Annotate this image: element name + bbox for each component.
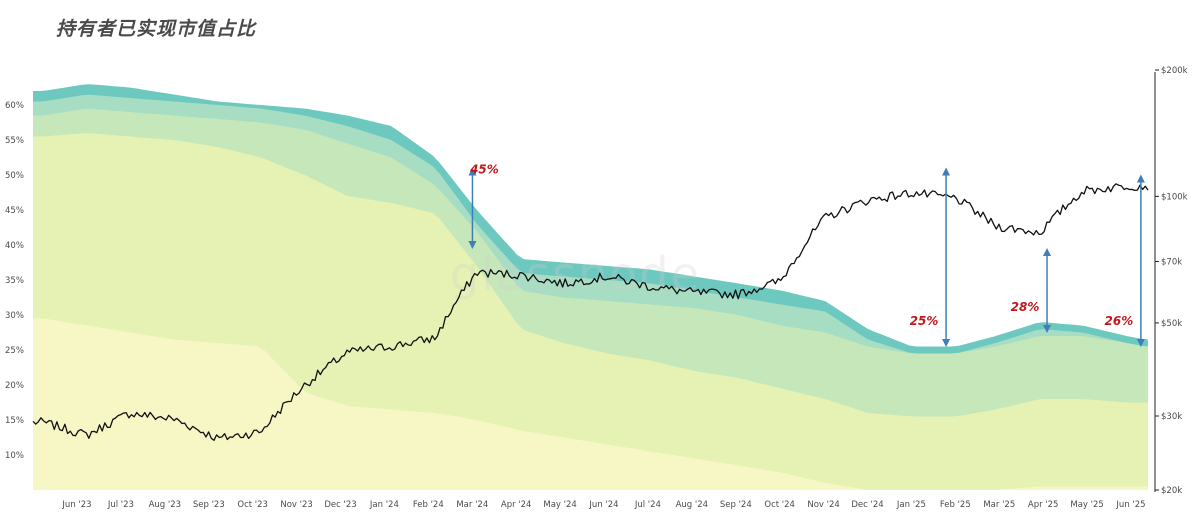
y-right-tick-label: $30k [1161, 412, 1182, 422]
x-tick-label: Aug '24 [676, 500, 708, 510]
y-left-tick-label: 10% [5, 451, 24, 461]
y-left-tick-label: 25% [5, 346, 24, 356]
y-right-tick-label: $50k [1161, 319, 1182, 329]
y-right-tick-label: $70k [1161, 258, 1182, 268]
x-tick-label: Dec '23 [324, 500, 356, 510]
x-tick-label: Oct '23 [237, 500, 268, 510]
y-left-tick-label: 35% [5, 276, 24, 286]
y-left-tick-label: 30% [5, 311, 24, 321]
annotation-label-2: 28% [1011, 300, 1040, 314]
x-axis: Jun '23 Jul '23 Aug '23 Sep '23 Oct '23 Nov '… [61, 500, 1145, 510]
annotations-group: 45% 25% 28% 26% [468, 163, 1145, 347]
area-band-1 [33, 318, 1148, 490]
y-axis-right: $20k $30k $50k $70k $100k $200k [1154, 66, 1188, 496]
x-tick-label: Jun '23 [61, 500, 91, 510]
x-tick-label: Dec '24 [851, 500, 883, 510]
price-line [32, 183, 1149, 441]
x-tick-label: Mar '25 [983, 500, 1015, 510]
area-series-group [33, 84, 1148, 490]
annotation-label-1: 25% [910, 314, 939, 328]
x-tick-label: Aug '23 [149, 500, 181, 510]
x-tick-label: Nov '24 [807, 500, 839, 510]
x-tick-label: Sep '24 [720, 500, 752, 510]
y-left-tick-label: 45% [5, 206, 24, 216]
x-tick-label: Apr '25 [1028, 500, 1059, 510]
x-tick-label: Jan '25 [896, 500, 926, 510]
annotation-label-0: 45% [469, 163, 499, 177]
x-tick-label: Nov '23 [280, 500, 312, 510]
x-tick-label: Sep '23 [193, 500, 225, 510]
y-left-tick-label: 40% [5, 241, 24, 251]
x-tick-label: Jun '25 [1115, 500, 1145, 510]
y-left-tick-label: 60% [5, 101, 24, 111]
price-line-group [32, 183, 1149, 441]
y-right-tick-label: $20k [1161, 486, 1182, 496]
y-left-tick-label: 55% [5, 136, 24, 146]
x-tick-label: Mar '24 [456, 500, 488, 510]
y-right-tick-label: $100k [1161, 192, 1188, 202]
y-right-tick-label: $200k [1161, 66, 1188, 76]
annotation-label-3: 26% [1105, 314, 1134, 328]
chart-title: 持有者已实现市值占比 [56, 18, 257, 40]
y-left-tick-label: 50% [5, 171, 24, 181]
x-tick-label: Feb '24 [413, 500, 444, 510]
x-tick-label: Jan '24 [369, 500, 399, 510]
y-axis-left: 10% 15% 20% 25% 30% 35% 40% 45% 50% 55% 60% [5, 101, 24, 461]
x-tick-label: May '24 [543, 500, 576, 510]
x-tick-label: Feb '25 [940, 500, 971, 510]
x-tick-label: May '25 [1070, 500, 1103, 510]
x-tick-label: Oct '24 [764, 500, 795, 510]
x-tick-label: Apr '24 [501, 500, 532, 510]
x-tick-label: Jul '24 [634, 500, 661, 510]
watermark-text: glassnode [450, 247, 701, 301]
x-tick-label: Jul '23 [107, 500, 134, 510]
y-left-tick-label: 15% [5, 416, 24, 426]
x-tick-label: Jun '24 [588, 500, 618, 510]
y-left-tick-label: 20% [5, 381, 24, 391]
